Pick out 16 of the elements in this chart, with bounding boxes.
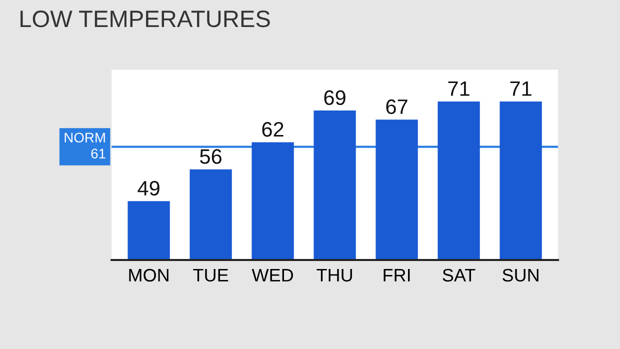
- x-tick-label: MON: [129, 268, 168, 282]
- x-tick-label: SUN: [502, 268, 538, 282]
- data-label: 69: [324, 90, 346, 106]
- x-tick-label: SAT: [442, 268, 476, 282]
- data-label: 67: [386, 99, 408, 114]
- x-tick-label: TUE: [193, 269, 228, 282]
- chart-title: LOW TEMPERATURES: [20, 10, 270, 28]
- data-label: 49: [138, 180, 160, 196]
- data-label: 62: [262, 122, 284, 137]
- data-label: 56: [200, 149, 222, 164]
- ref-line-label: NORM 61: [64, 132, 106, 158]
- x-tick-label: THU: [316, 269, 352, 282]
- data-label: 71: [510, 81, 532, 96]
- data-label: 71: [448, 81, 470, 96]
- x-tick-label: WED: [252, 269, 293, 282]
- x-tick-label: FRI: [384, 269, 410, 282]
